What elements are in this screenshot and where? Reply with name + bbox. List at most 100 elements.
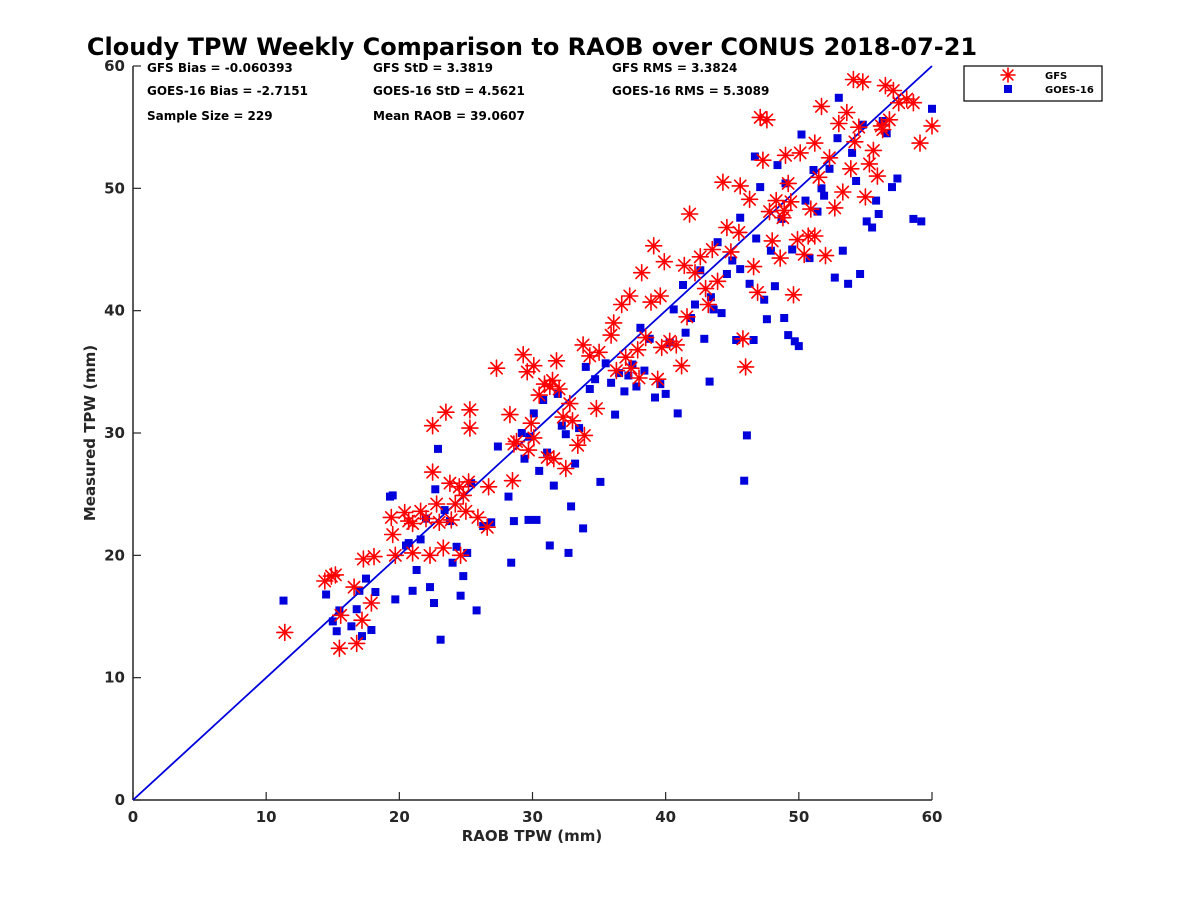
gfs-point [507, 432, 526, 451]
legend-box [963, 65, 1103, 102]
goes-16-point [624, 371, 633, 380]
gfs-point [864, 141, 883, 160]
gfs-point [316, 572, 334, 590]
gfs-point [897, 90, 916, 108]
gfs-point [365, 547, 383, 566]
goes-16-point [611, 410, 620, 419]
goes-16-point [651, 393, 659, 402]
goes-16-point [706, 293, 715, 302]
stat-goes-rms: GOES-16 RMS = 5.3089 [612, 84, 769, 98]
goes-16-point [838, 246, 847, 255]
goes-16-point [549, 481, 558, 490]
gfs-point [923, 117, 941, 135]
gfs-point [434, 539, 453, 557]
goes-16-point [448, 558, 457, 567]
goes-16-point [868, 223, 877, 232]
goes-16-point [532, 515, 541, 524]
goes-16-point [335, 606, 344, 615]
goes-16-point [770, 282, 779, 291]
gfs-point [763, 232, 781, 250]
gfs-point [382, 508, 401, 527]
gfs-point [856, 188, 875, 206]
gfs-point [748, 283, 767, 302]
goes-16-point [431, 485, 440, 494]
goes-16-point [391, 595, 400, 604]
x-tick-label: 0 [128, 808, 138, 826]
goes-16-point [456, 591, 465, 600]
goes-16-point [504, 492, 513, 501]
gfs-point [545, 449, 563, 468]
stat-goes-bias: GOES-16 Bias = -2.7151 [147, 84, 308, 98]
goes-16-point [601, 359, 610, 368]
gfs-point [403, 514, 422, 533]
goes-16-point [681, 328, 690, 337]
goes-16-point [728, 256, 737, 265]
goes-16-point [673, 409, 682, 418]
gfs-point [441, 474, 459, 492]
gfs-point [622, 359, 640, 377]
gfs-point [395, 503, 414, 522]
gfs-point [873, 120, 892, 139]
gfs-point [644, 237, 663, 255]
gfs-point [834, 183, 852, 201]
goes-16-point [632, 382, 641, 391]
gfs-point [630, 369, 648, 387]
goes-16-point [852, 177, 861, 185]
goes-16-point [358, 632, 366, 641]
goes-16-point [700, 334, 709, 343]
gfs-point [820, 149, 839, 167]
goes-16-point [355, 586, 364, 595]
gfs-point [911, 134, 929, 152]
gfs-point [354, 550, 373, 568]
gfs-point [760, 202, 779, 221]
gfs-point [446, 495, 465, 513]
gfs-point [838, 103, 856, 122]
gfs-point [779, 174, 797, 193]
gfs-point [525, 429, 543, 447]
gfs-point [519, 441, 538, 459]
gfs-point [708, 272, 727, 291]
goes-16-point [862, 217, 871, 226]
gfs-point [514, 345, 532, 364]
gfs-point [754, 151, 772, 169]
y-tick-label: 0 [115, 791, 125, 809]
gfs-point [751, 108, 769, 127]
goes-16-point [760, 295, 769, 304]
gfs-point [744, 257, 763, 276]
goes-16-point [628, 360, 637, 369]
goes-16-point [571, 459, 580, 468]
gfs-point [651, 287, 670, 305]
goes-16-point [917, 217, 926, 226]
goes-16-point [872, 196, 881, 205]
goes-16-point [928, 104, 936, 113]
goes-16-point [809, 166, 818, 174]
goes-16-point [452, 542, 461, 551]
gfs-point [525, 356, 543, 375]
gfs-point [636, 328, 655, 347]
goes-16-point [517, 429, 526, 437]
x-tick-label: 10 [256, 808, 277, 826]
goes-16-point [696, 266, 705, 275]
gfs-point [830, 114, 848, 133]
x-axis-label: RAOB TPW (mm) [462, 827, 603, 845]
y-axis-label: Measured TPW (mm) [81, 345, 99, 521]
gfs-point [575, 426, 594, 445]
gfs-point [795, 245, 813, 264]
goes-16-point [581, 362, 590, 371]
gfs-point [386, 546, 405, 565]
gfs-point [587, 399, 606, 418]
gfs-point [675, 256, 694, 275]
gfs-point [730, 223, 748, 242]
gfs-point [774, 208, 792, 227]
stat-gfs-bias: GFS Bias = -0.060393 [147, 61, 293, 75]
gfs-point [421, 546, 439, 565]
gfs-point [810, 168, 828, 187]
gfs-point [758, 111, 776, 129]
gfs-point [696, 279, 715, 298]
gfs-point [563, 412, 582, 430]
goes-16-point [426, 583, 434, 592]
gfs-point [478, 518, 496, 536]
goes-16-point [557, 421, 566, 430]
stat-gfs-std: GFS StD = 3.3819 [373, 61, 493, 75]
gfs-point [652, 338, 671, 357]
